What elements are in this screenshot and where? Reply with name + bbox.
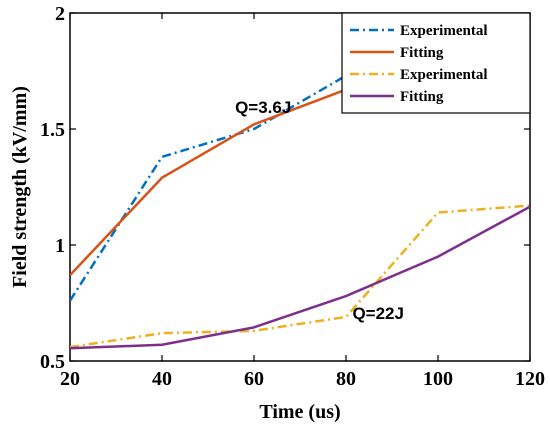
x-tick-label: 60 [244,368,264,390]
y-tick-label: 2 [55,3,65,25]
x-axis-ticks: 20 40 60 80 100 120 [60,13,545,390]
x-tick-label: 100 [423,368,453,390]
legend-entry-label: Experimental [400,67,488,83]
series-line-1 [70,69,530,302]
legend-entry-label: Experimental [400,23,488,39]
series-line-3 [70,204,530,349]
x-tick-label: 80 [336,368,356,390]
annotation-label: Q=3.6J [235,98,291,117]
x-tick-label: 20 [60,368,80,390]
legend-entry-label: Fitting [400,45,444,61]
y-tick-label: 0.5 [40,351,65,373]
x-tick-label: 120 [515,368,545,390]
legend-entry-label: Fitting [400,89,444,105]
y-axis-ticks: 0.5 1 1.5 2 [40,3,530,373]
legend: Experimental Fitting Experimental Fitting [341,12,531,114]
annotation-layer: Q=3.6J Q=22J [235,98,404,323]
x-tick-label: 40 [152,368,172,390]
y-tick-label: 1.5 [40,119,65,141]
annotation-label: Q=22J [352,304,404,323]
series-line-4 [70,205,530,350]
x-axis-title: Time (us) [259,401,340,423]
y-axis-title: Field strength (kV/mm) [9,86,31,288]
y-tick-label: 1 [55,235,65,257]
